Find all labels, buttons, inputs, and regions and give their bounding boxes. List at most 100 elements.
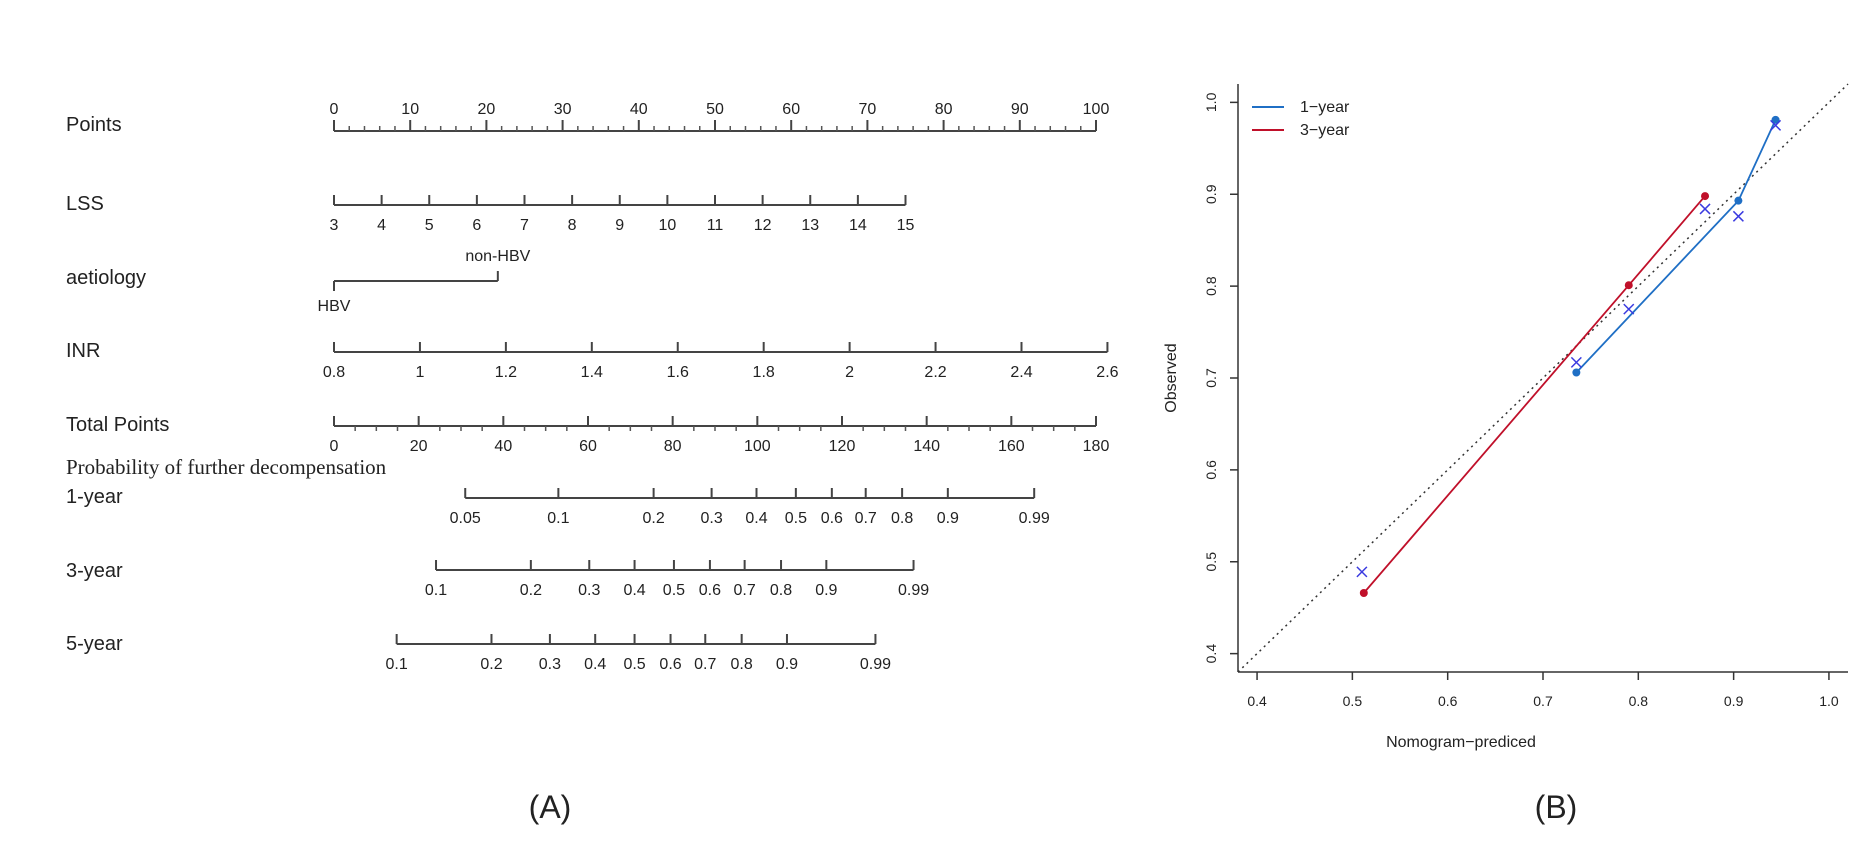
- tick-label: 0.9: [937, 510, 959, 527]
- tick-label: 0.6: [821, 510, 843, 527]
- tick-label: 180: [1083, 438, 1110, 455]
- tick-label: 0.4: [745, 510, 767, 527]
- tick-label: 120: [829, 438, 856, 455]
- tick-label: 0.6: [699, 582, 721, 599]
- x-tick-label: 0.4: [1247, 693, 1267, 709]
- tick-label: 3: [330, 217, 339, 234]
- tick-label: 9: [615, 217, 624, 234]
- panel-a-label: (A): [529, 789, 572, 825]
- tick-label: 0.8: [770, 582, 792, 599]
- tick-label: 0.8: [731, 656, 753, 673]
- x-tick-label: 0.9: [1724, 693, 1744, 709]
- y-tick-label: 0.4: [1203, 644, 1219, 664]
- corrected-point-1-year: [1732, 210, 1744, 222]
- data-point-3-year: [1359, 588, 1368, 597]
- tick-label: 60: [579, 438, 597, 455]
- y-tick-label: 0.7: [1203, 368, 1219, 388]
- corrected-point-1-year: [1570, 356, 1582, 368]
- tick-label: 10: [401, 101, 419, 118]
- data-point-3-year: [1701, 192, 1710, 201]
- data-point-1-year: [1771, 115, 1780, 124]
- x-tick-label: 0.6: [1438, 693, 1458, 709]
- y-tick-label: 0.5: [1203, 552, 1219, 572]
- nomogram-row-3-year: 3-year 0.1 0.2 0.3 0.4 0.5 0.6 0.7 0.8 0.9 0.99: [66, 560, 929, 599]
- tick-label: 4: [377, 217, 386, 234]
- tick-label: 60: [782, 101, 800, 118]
- tick-label: 160: [998, 438, 1025, 455]
- tick-label: 0: [330, 101, 339, 118]
- row-label-1-year: 1-year: [66, 486, 123, 508]
- x-tick-label: 1.0: [1819, 693, 1839, 709]
- corrected-point-1-year: [1623, 303, 1635, 315]
- probability-heading: Probability of further decompensation: [66, 455, 387, 479]
- tick-label: 0.9: [815, 582, 837, 599]
- series-3-year: [1356, 192, 1711, 597]
- tick-label: 0.6: [659, 656, 681, 673]
- nomogram-row-total-points: Total Points 0 20 40 60 80 100 120 140 160 180: [66, 414, 1109, 455]
- tick-label: 0.8: [323, 364, 345, 381]
- tick-label: 20: [410, 438, 428, 455]
- tick-label: 140: [913, 438, 940, 455]
- tick-label: 0.2: [642, 510, 664, 527]
- series-line-1-year: [1575, 119, 1777, 374]
- tick-label: 1.6: [667, 364, 689, 381]
- tick-label: 50: [706, 101, 724, 118]
- data-point-3-year: [1624, 281, 1633, 290]
- tick-label: 2.6: [1096, 364, 1118, 381]
- tick-label: 80: [664, 438, 682, 455]
- ideal-diagonal-line: [1237, 83, 1849, 673]
- y-axis-title: Observed: [1163, 343, 1180, 412]
- tick-label: 0.99: [898, 582, 929, 599]
- tick-label-non-hbv: non-HBV: [465, 248, 530, 265]
- tick-label: 0.3: [539, 656, 561, 673]
- tick-label: 20: [478, 101, 496, 118]
- nomogram-row-lss: LSS 3 4 5 6 7 8 9 10 11 12 13 14 15: [66, 193, 915, 234]
- x-tick-label: 0.8: [1629, 693, 1649, 709]
- tick-label: 6: [472, 217, 481, 234]
- row-label-inr: INR: [66, 340, 100, 362]
- tick-label: 0.05: [450, 510, 481, 527]
- tick-label: 0.9: [776, 656, 798, 673]
- tick-label: 0.4: [623, 582, 645, 599]
- x-tick-label: 0.7: [1533, 693, 1553, 709]
- tick-label: 100: [744, 438, 771, 455]
- tick-label: 0.7: [734, 582, 756, 599]
- tick-label: 14: [849, 217, 867, 234]
- tick-label: 11: [707, 217, 724, 234]
- legend-label-1-year: 1−year: [1300, 99, 1350, 116]
- corrected-point-1-year: [1770, 119, 1782, 131]
- tick-label: 0.99: [1019, 510, 1050, 527]
- panel-b-label: (B): [1535, 789, 1578, 825]
- tick-label: 0.99: [860, 656, 891, 673]
- tick-label: 0.5: [623, 656, 645, 673]
- data-point-1-year: [1734, 196, 1743, 205]
- tick-label: 13: [801, 217, 819, 234]
- legend-label-3-year: 3−year: [1300, 122, 1350, 139]
- tick-label: 100: [1083, 101, 1110, 118]
- row-label-points: Points: [66, 114, 122, 136]
- tick-label: 8: [568, 217, 577, 234]
- tick-label: 2.4: [1010, 364, 1032, 381]
- corrected-point-3-year: [1356, 566, 1368, 578]
- nomogram-row-aetiology: aetiology HBV non-HBV: [66, 248, 531, 315]
- x-tick-label: 0.5: [1343, 693, 1363, 709]
- row-label-total-points: Total Points: [66, 414, 169, 436]
- tick-label: 0.3: [578, 582, 600, 599]
- tick-label: 0.2: [520, 582, 542, 599]
- tick-label: 5: [425, 217, 434, 234]
- tick-label: 2: [845, 364, 854, 381]
- tick-label: 0.1: [425, 582, 447, 599]
- nomogram-row-5-year: 5-year 0.1 0.2 0.3 0.4 0.5 0.6 0.7 0.8 0.9 0.99: [66, 633, 891, 673]
- tick-label: 40: [494, 438, 512, 455]
- nomogram-row-points: Points 0 10 20 30 40 50 60 70 80 90 100: [66, 101, 1109, 136]
- tick-label: 0.5: [663, 582, 685, 599]
- series-1-year: [1570, 115, 1782, 377]
- tick-label: 0.8: [891, 510, 913, 527]
- row-label-3-year: 3-year: [66, 560, 123, 582]
- tick-label: 1: [415, 364, 424, 381]
- tick-label: 1.4: [581, 364, 603, 381]
- tick-label: 0.7: [855, 510, 877, 527]
- tick-label: 0.1: [386, 656, 408, 673]
- row-label-aetiology: aetiology: [66, 267, 146, 289]
- row-label-5-year: 5-year: [66, 633, 123, 655]
